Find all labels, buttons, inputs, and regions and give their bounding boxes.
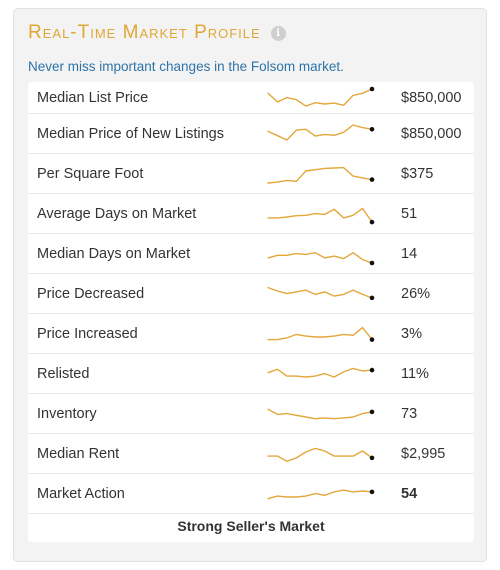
metric-label: Median Days on Market [37, 245, 191, 262]
metric-trend-sparkline [267, 207, 375, 224]
metric-trend-sparkline [267, 326, 375, 342]
metric-trend-sparkline [267, 447, 375, 462]
metric-value: 54 [401, 485, 418, 502]
sparkline-endpoint-dot [369, 86, 375, 91]
panel-title: Real-Time Market Profile [28, 22, 261, 43]
sparkline-endpoint-dot [369, 336, 375, 342]
metric-trend-sparkline [267, 251, 375, 265]
metric-value: $375 [401, 165, 434, 182]
metric-row: Median Price of New Listings $850,000 [28, 114, 474, 154]
metric-trend-sparkline [267, 367, 375, 378]
metric-trend-sparkline [267, 408, 375, 419]
sparkline-endpoint-dot [369, 455, 375, 460]
sparkline-path [267, 447, 373, 462]
metric-row: Price Increased 3% [28, 314, 474, 354]
metric-label: Relisted [37, 365, 90, 382]
metric-value: $850,000 [401, 125, 462, 142]
sparkline-endpoint-dot [369, 176, 375, 182]
sparkline-endpoint-dot [369, 489, 375, 494]
sparkline-path [267, 251, 373, 264]
sparkline-endpoint-dot [369, 219, 375, 224]
metric-value: 11% [401, 365, 429, 382]
sparkline-path [267, 367, 373, 378]
metric-row: Relisted 11% [28, 354, 474, 394]
metric-label: Price Increased [37, 325, 138, 342]
metric-value: 26% [401, 285, 431, 302]
metric-row: Price Decreased 26% [28, 274, 474, 314]
metric-value: $850,000 [401, 89, 462, 106]
metric-value: 51 [401, 205, 418, 222]
metric-value: $2,995 [401, 445, 446, 462]
metric-value: 73 [401, 405, 418, 422]
metric-label: Market Action [37, 485, 125, 502]
metric-row: Inventory 73 [28, 394, 474, 434]
metric-row: Median Days on Market 14 [28, 234, 474, 274]
sparkline-endpoint-dot [369, 260, 375, 265]
metric-row: Median Rent $2,995 [28, 434, 474, 474]
metric-label: Per Square Foot [37, 165, 144, 182]
metric-label: Inventory [37, 405, 97, 422]
market-verdict: Strong Seller's Market [177, 518, 325, 534]
metric-row: Median List Price $850,000 [28, 82, 474, 114]
metric-label: Price Decreased [37, 285, 145, 302]
metric-trend-sparkline [267, 166, 375, 184]
sparkline-path [267, 123, 373, 141]
info-icon[interactable]: i [270, 25, 286, 41]
market-metrics-table: Median List Price $850,000 Median Price of… [28, 82, 474, 542]
metric-value: 14 [401, 245, 418, 262]
metric-label: Median List Price [37, 89, 149, 106]
metric-trend-sparkline [267, 123, 375, 141]
metric-trend-sparkline [267, 86, 375, 107]
sparkline-path [267, 286, 373, 299]
sparkline-path [267, 166, 373, 184]
sparkline-path [267, 408, 373, 419]
metric-trend-sparkline [267, 488, 375, 499]
sparkline-path [267, 488, 373, 499]
metric-label: Median Price of New Listings [37, 125, 224, 142]
sparkline-path [267, 207, 373, 223]
metric-label: Average Days on Market [37, 205, 197, 222]
market-profile-panel: Real-Time Market Profile i Never miss im… [13, 8, 487, 562]
sparkline-endpoint-dot [369, 126, 375, 132]
title-row: Real-Time Market Profile i [28, 22, 286, 44]
metric-trend-sparkline [267, 286, 375, 300]
panel-subtitle: Never miss important changes in the Fols… [28, 59, 344, 74]
metric-row: Per Square Foot $375 [28, 154, 474, 194]
sparkline-endpoint-dot [369, 409, 375, 414]
sparkline-endpoint-dot [369, 367, 375, 372]
metric-label: Median Rent [37, 445, 120, 462]
sparkline-path [267, 87, 373, 107]
metric-value: 3% [401, 325, 422, 342]
sparkline-endpoint-dot [369, 295, 375, 300]
metric-row: Market Action 54 [28, 474, 474, 514]
metric-row: Average Days on Market 51 [28, 194, 474, 234]
sparkline-path [267, 326, 373, 340]
